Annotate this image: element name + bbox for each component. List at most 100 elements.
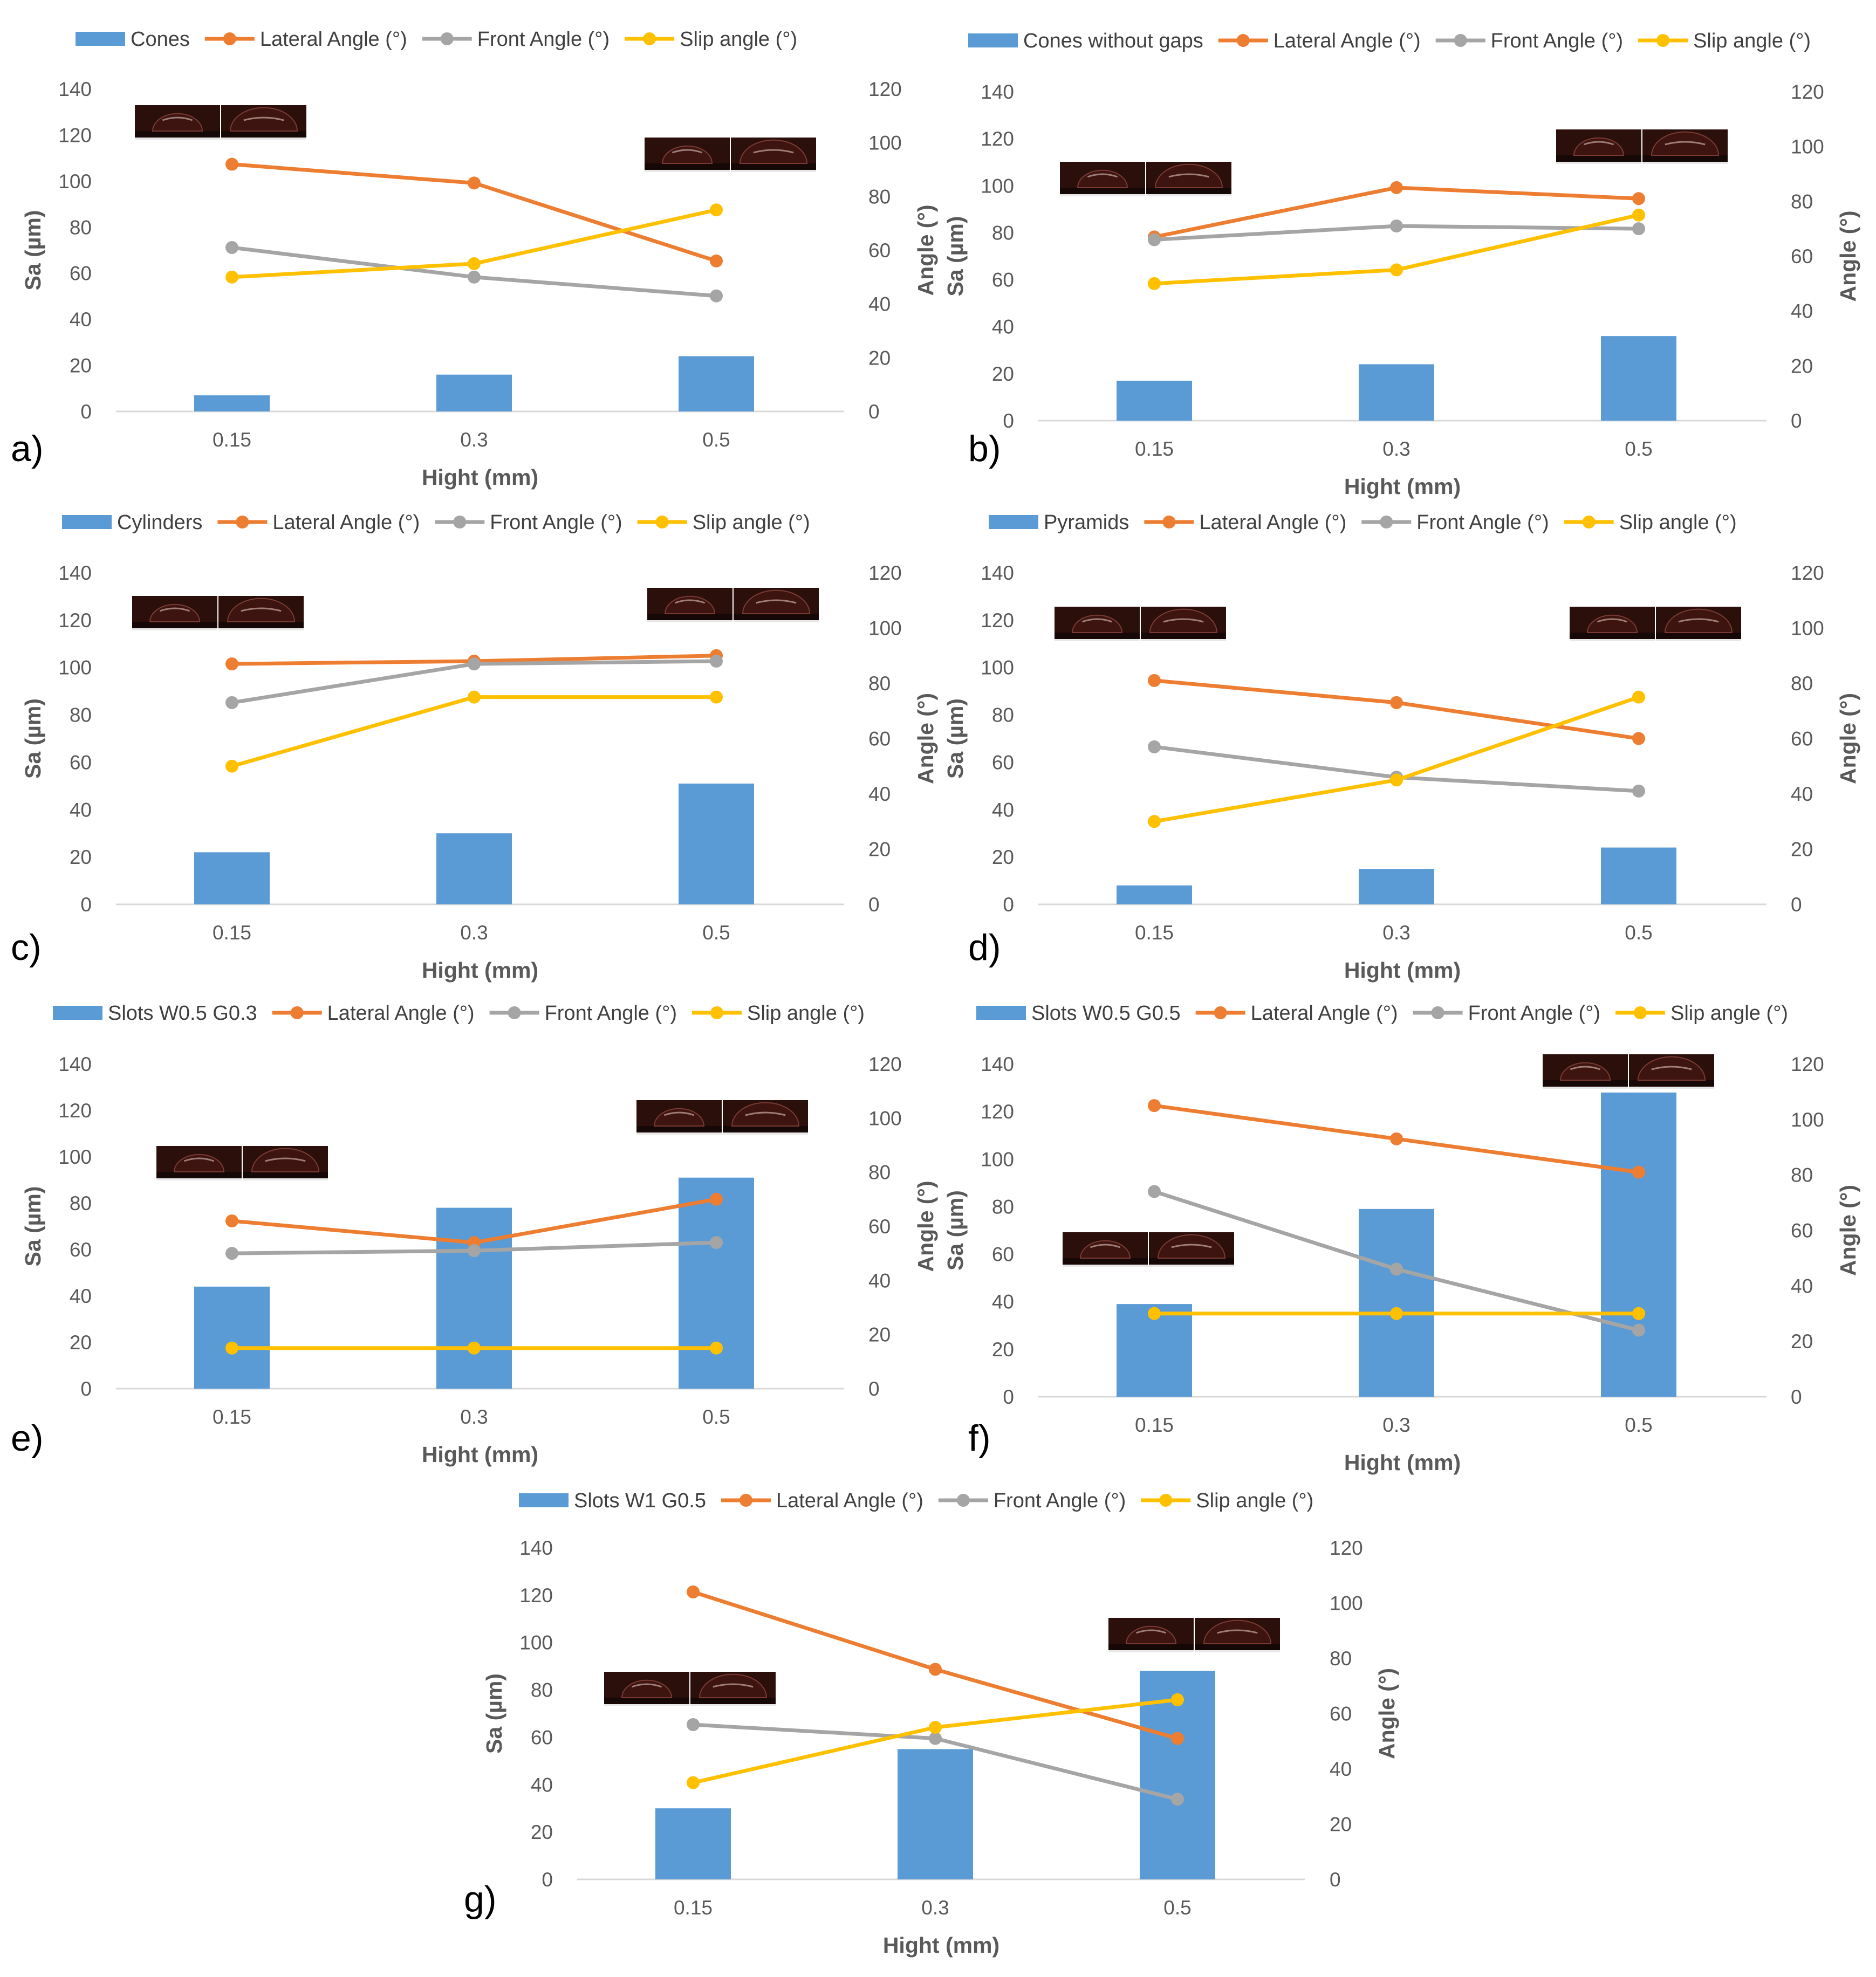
series-line: [1154, 678, 1639, 740]
y2-tick-label: 80: [1791, 672, 1813, 695]
sa-bar: [679, 783, 754, 904]
droplet-photo: [1108, 1618, 1194, 1652]
droplet-photo: [132, 596, 217, 630]
y-tick-label: 120: [58, 124, 92, 146]
x-tick-label: 0.15: [213, 1406, 251, 1428]
legend: Cones Lateral Angle (°) Front Angle (°) Sli…: [76, 28, 797, 51]
y2-tick-label: 60: [1791, 728, 1813, 750]
y-axis-title: Sa (µm): [20, 698, 45, 779]
legend-label: Lateral Angle (°): [1199, 511, 1346, 534]
y-tick-label: 140: [58, 562, 92, 584]
series-point: [225, 696, 238, 709]
y-tick-label: 80: [531, 1679, 553, 1701]
sa-bar: [436, 1207, 512, 1389]
y-axis-title: Sa (µm): [20, 210, 45, 291]
legend-label: Slip angle (°): [1619, 511, 1737, 534]
legend-label: Lateral Angle (°): [776, 1489, 923, 1512]
series-line: [1154, 695, 1640, 823]
series-point: [710, 1192, 723, 1206]
legend-swatch-marker: [1633, 1006, 1647, 1019]
sa-bar: [898, 1749, 973, 1879]
panel-label: b): [968, 428, 1001, 469]
x-tick-label: 0.15: [1135, 922, 1174, 944]
series-point: [1390, 263, 1403, 277]
y2-tick-label: 120: [1791, 1053, 1824, 1075]
series-point: [468, 257, 481, 270]
series-point: [225, 241, 238, 255]
y-tick-label: 0: [80, 401, 92, 423]
y-tick-label: 80: [992, 222, 1014, 244]
y2-tick-label: 120: [868, 562, 902, 584]
legend-swatch-marker: [956, 1494, 970, 1507]
droplet-photo: [243, 1146, 328, 1180]
series-point: [1148, 1099, 1161, 1113]
y-tick-label: 20: [992, 363, 1014, 385]
series-point: [1148, 674, 1161, 687]
series-point: [1148, 233, 1161, 246]
series-point: [1148, 1307, 1161, 1320]
x-tick-label: 0.3: [1382, 922, 1410, 944]
droplet-photo: [1629, 1054, 1714, 1089]
droplet-photo: [1543, 1054, 1628, 1089]
series-point: [710, 1341, 723, 1355]
legend-swatch-marker: [739, 1494, 752, 1507]
legend-label: Lateral Angle (°): [327, 1002, 475, 1025]
x-axis-title: Hight (mm): [422, 1442, 538, 1467]
legend: Slots W1 G0.5 Lateral Angle (°) Front Angl…: [519, 1489, 1313, 1512]
legend-swatch-marker: [1454, 34, 1467, 47]
series-point: [1390, 1132, 1403, 1145]
legend-swatch-marker: [453, 516, 467, 528]
y-tick-label: 120: [981, 1101, 1014, 1123]
y2-tick-label: 80: [868, 1162, 891, 1184]
legend-swatch-marker: [1162, 516, 1176, 528]
sa-bar: [436, 374, 512, 411]
series-point: [1390, 1262, 1403, 1276]
y-tick-label: 140: [981, 81, 1014, 103]
y-tick-label: 0: [1003, 894, 1014, 916]
legend-label: Slip angle (°): [693, 511, 810, 534]
series-point: [1148, 815, 1161, 828]
series-point: [929, 1721, 942, 1734]
y-tick-label: 80: [70, 1192, 92, 1214]
x-tick-label: 0.15: [1135, 438, 1174, 460]
y-tick-label: 0: [542, 1869, 553, 1891]
x-tick-label: 0.15: [674, 1897, 713, 1919]
y-tick-label: 40: [70, 1285, 92, 1307]
y-tick-label: 140: [519, 1537, 553, 1559]
droplet-photo: [1063, 1232, 1148, 1267]
y-tick-label: 0: [80, 894, 92, 916]
series-point: [1148, 740, 1161, 753]
x-tick-label: 0.15: [213, 429, 251, 451]
legend-swatch-marker: [290, 1006, 304, 1019]
y2-tick-label: 0: [1791, 410, 1802, 432]
legend-label: Front Angle (°): [994, 1489, 1126, 1512]
sa-bar: [194, 1286, 270, 1389]
x-tick-label: 0.3: [460, 1406, 488, 1428]
x-axis-title: Hight (mm): [1344, 474, 1461, 499]
x-tick-label: 0.3: [1382, 1414, 1410, 1436]
panel-label: d): [968, 927, 1001, 968]
series-point: [1632, 1323, 1645, 1337]
y2-tick-label: 100: [868, 1107, 902, 1129]
y-tick-label: 100: [58, 657, 92, 679]
sa-bar: [1117, 380, 1192, 421]
sa-bar: [1117, 885, 1192, 904]
y-tick-label: 100: [519, 1632, 553, 1654]
legend-label: Front Angle (°): [1468, 1002, 1600, 1025]
y2-tick-label: 40: [868, 1269, 891, 1292]
y-tick-label: 80: [70, 216, 92, 238]
series-point: [929, 1663, 942, 1676]
y-tick-label: 120: [981, 609, 1014, 631]
y2-tick-label: 0: [1791, 894, 1802, 916]
y2-tick-label: 40: [1791, 1275, 1813, 1297]
y-tick-label: 140: [58, 1053, 92, 1075]
x-tick-label: 0.5: [1625, 922, 1652, 944]
y-tick-label: 120: [519, 1584, 553, 1607]
legend: Slots W0.5 G0.5 Lateral Angle (°) Front An…: [976, 1002, 1788, 1025]
y-tick-label: 20: [531, 1821, 553, 1843]
droplet-photo: [1060, 162, 1145, 196]
y-tick-label: 120: [58, 1100, 92, 1122]
legend: Cones without gaps Lateral Angle (°) Front…: [968, 30, 1811, 52]
y2-axis-title: Angle (°): [913, 205, 938, 296]
legend-label: Cylinders: [117, 511, 202, 534]
